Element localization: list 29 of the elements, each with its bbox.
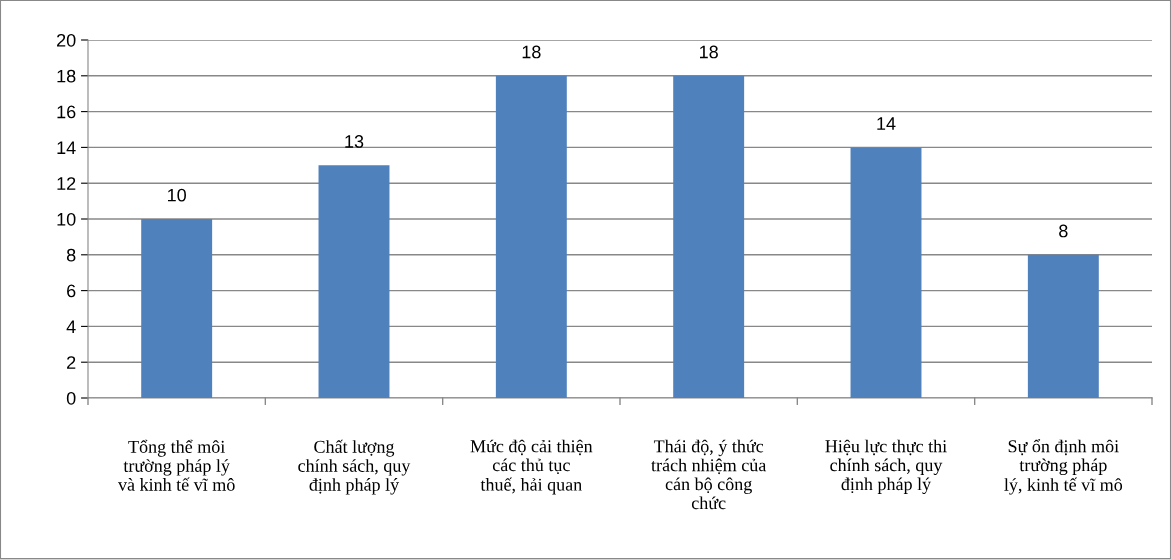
bar (141, 219, 213, 398)
bar (318, 165, 390, 398)
y-tick-label: 20 (57, 33, 76, 47)
y-tick-label: 14 (57, 141, 76, 154)
x-tick-label: Sự ổn định môi trường pháp lý, kinh tế vĩ mô (1004, 439, 1123, 495)
y-tick-label: 12 (57, 177, 76, 190)
bar (1027, 254, 1099, 398)
data-label: 18 (522, 45, 541, 59)
y-tick-label: 4 (66, 320, 76, 333)
data-label: 8 (1059, 224, 1068, 238)
y-tick-label: 2 (67, 356, 76, 369)
x-tick-label: Chất lượng chính sách, quy định pháp lý (298, 439, 411, 495)
y-tick-label: 8 (66, 248, 76, 262)
y-tick-label: 6 (67, 284, 76, 298)
data-label: 10 (168, 188, 186, 202)
y-tick-label: 18 (57, 69, 76, 83)
x-tick-label: Tổng thể môi trường pháp lý và kinh tế vĩ mô (117, 439, 235, 491)
bar (495, 75, 567, 398)
y-tick-label: 10 (57, 212, 76, 226)
x-tick-label: Mức độ cải thiện các thủ tục thuế, hải quan (470, 439, 593, 495)
bar (850, 147, 922, 398)
data-label: 18 (700, 45, 718, 59)
data-label: 13 (345, 135, 364, 148)
bar (673, 75, 745, 398)
x-tick-label: Thái độ, ý thức trách nhiệm của cán bộ công chức (651, 439, 767, 510)
data-label: 14 (877, 117, 896, 130)
x-tick-label: Hiệu lực thực thi chính sách, quy định pháp lý (825, 439, 947, 494)
y-tick-label: 0 (66, 391, 76, 405)
y-tick-label: 16 (57, 105, 76, 119)
